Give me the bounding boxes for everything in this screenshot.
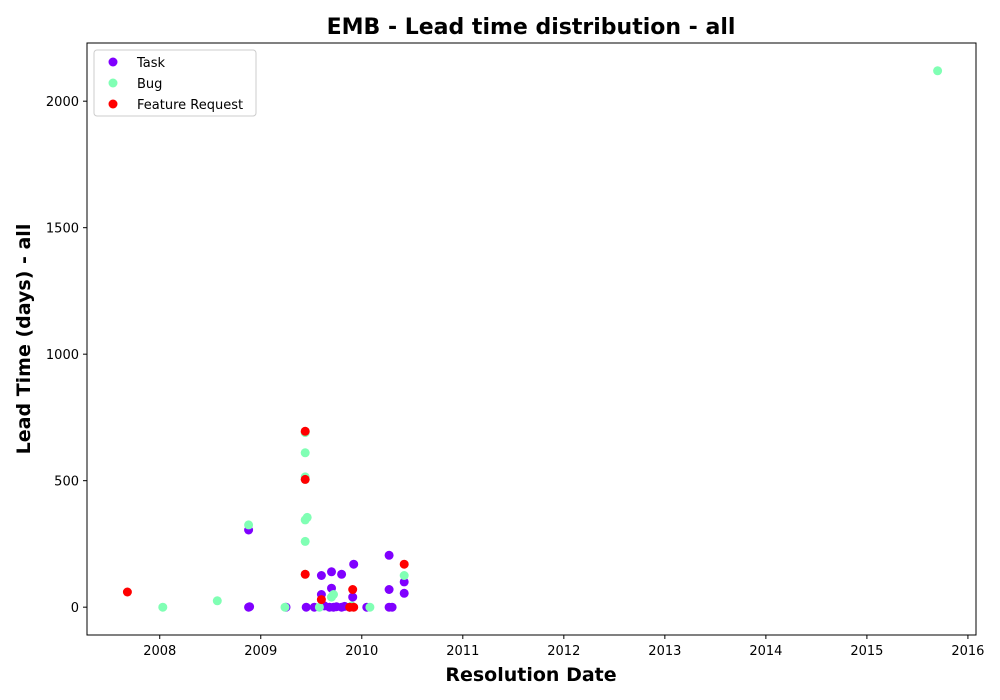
data-point [399,571,409,580]
x-tick-label: 2016 [951,644,984,659]
data-point [314,602,324,612]
x-tick-label: 2009 [244,644,277,659]
data-point [348,592,358,602]
data-point [300,426,310,436]
data-point [122,587,132,597]
legend-marker [108,57,118,67]
data-point [384,585,394,594]
legend: Task Bug Feature Request [93,49,257,117]
x-tick-label: 2012 [547,644,580,659]
data-point [337,569,347,579]
data-point [327,567,336,577]
data-point [384,550,394,560]
y-axis-label: Lead Time (days) - all [13,224,35,455]
data-point [301,602,311,612]
data-point [399,559,409,569]
y-tick-label: 1500 [46,222,79,237]
plot-area [122,66,943,612]
data-point [316,571,326,580]
x-tick-label: 2008 [143,644,176,659]
x-tick-label: 2014 [749,644,782,659]
data-point [158,602,168,612]
y-axis: 0 500 1000 1500 2000 [46,95,87,616]
data-point [300,448,310,458]
legend-entry-label: Feature Request [137,98,243,113]
y-tick-label: 0 [71,601,79,616]
legend-marker [108,78,118,88]
x-tick-label: 2013 [648,644,681,659]
y-tick-label: 2000 [46,95,79,110]
x-axis-label: Resolution Date [445,664,616,686]
data-point [245,602,255,612]
data-point [365,602,375,612]
data-point [302,512,312,522]
plot-frame [86,42,977,636]
data-point [244,520,254,530]
legend-entry-label: Bug [137,77,162,92]
x-tick-label: 2010 [345,644,378,659]
legend-entry-label: Task [136,56,166,71]
data-point [212,596,222,606]
data-point [933,66,943,76]
data-point [300,536,310,546]
data-point [329,590,338,599]
data-point [348,585,358,594]
data-point [300,474,310,484]
data-point [349,602,359,612]
legend-frame [93,49,257,117]
data-point [300,569,310,579]
data-point [387,602,397,612]
chart-title: EMB - Lead time distribution - all [327,15,736,40]
x-tick-label: 2011 [446,644,479,659]
y-tick-label: 500 [54,475,79,490]
data-point [349,559,359,569]
y-tick-label: 1000 [46,348,79,363]
legend-marker [108,99,118,109]
data-point [280,602,290,612]
x-axis: 2008 2009 2010 2011 2012 2013 2014 2015 2016 [143,635,984,659]
data-point [399,588,409,598]
x-tick-label: 2015 [850,644,883,659]
data-point [399,577,409,587]
data-point [316,595,326,605]
